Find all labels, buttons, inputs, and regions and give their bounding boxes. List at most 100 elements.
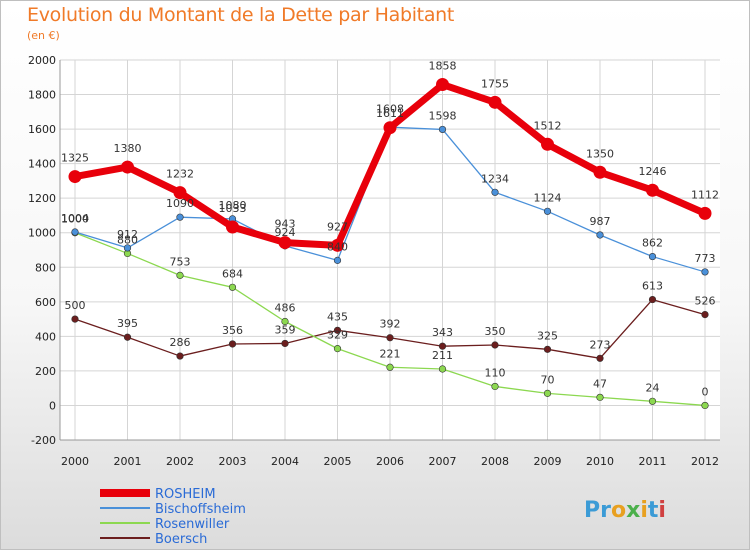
y-tick-label: 1200: [28, 192, 56, 205]
data-point: [71, 228, 79, 236]
data-point: [281, 339, 289, 348]
data-point: [648, 252, 657, 261]
data-label: 1004: [61, 212, 89, 225]
y-tick-label: 1600: [28, 123, 56, 136]
data-label: 880: [117, 233, 138, 246]
data-point: [226, 220, 239, 234]
chart-subtitle: (en €): [27, 29, 60, 42]
legend-label: Rosenwiller: [155, 517, 230, 532]
data-point: [331, 238, 344, 252]
data-point: [176, 352, 184, 360]
data-label: 325: [537, 329, 558, 342]
legend-label: Boersch: [155, 532, 207, 547]
data-point: [228, 340, 237, 348]
legend-label: ROSHEIM: [155, 487, 216, 502]
data-point: [543, 345, 552, 353]
x-tick-label: 2006: [376, 455, 404, 468]
data-label: 329: [327, 329, 348, 342]
data-label: 350: [485, 325, 506, 338]
x-tick-label: 2003: [219, 455, 247, 468]
data-label: 500: [65, 299, 86, 312]
data-labels: 500 395 286 356 359 435 392 343 350 325 273 613 526 1…: [61, 60, 719, 399]
y-tick-label: 400: [35, 330, 56, 343]
data-point: [386, 363, 394, 371]
data-point: [491, 382, 499, 391]
data-point: [701, 401, 709, 410]
data-label: 273: [590, 338, 611, 351]
chart-title: Evolution du Montant de la Dette par Hab…: [27, 4, 455, 26]
data-point: [71, 315, 79, 323]
data-label: 1380: [114, 142, 142, 155]
data-point: [646, 183, 659, 197]
data-label: 1080: [219, 199, 247, 212]
data-label: 753: [170, 255, 191, 268]
data-label: 1611: [376, 107, 404, 120]
data-label: 1000: [61, 213, 89, 226]
x-tick-label: 2001: [114, 455, 142, 468]
y-tick-label: 1800: [28, 89, 56, 102]
data-label: 1246: [639, 165, 667, 178]
y-tick-label: 200: [35, 365, 56, 378]
y-tick-label: 1000: [28, 227, 56, 240]
proxiti-logo-text: Proxiti: [584, 498, 666, 523]
data-point: [436, 78, 449, 92]
y-tick-label: 0: [49, 399, 56, 412]
data-point: [123, 244, 132, 252]
data-point: [176, 213, 184, 221]
data-label: 526: [695, 295, 716, 308]
data-label: 912: [117, 228, 138, 241]
x-tick-label: 2008: [481, 455, 509, 468]
data-point: [333, 345, 342, 353]
legend-label: Bischoffsheim: [155, 502, 246, 517]
data-label: 1325: [61, 152, 89, 165]
data-label: 47: [593, 377, 607, 390]
data-point: [386, 334, 394, 342]
data-label: 1232: [166, 168, 194, 181]
x-tick-label: 2010: [586, 455, 614, 468]
data-point: [491, 188, 499, 196]
data-point: [333, 256, 342, 264]
data-label: 943: [275, 218, 296, 231]
x-tick-label: 2004: [271, 455, 299, 468]
data-label: 359: [275, 323, 296, 336]
data-label: 1124: [534, 191, 562, 204]
x-tick-label: 2012: [691, 455, 719, 468]
data-label: 356: [222, 324, 243, 337]
data-point: [228, 283, 237, 291]
data-point: [648, 397, 657, 405]
x-tick-label: 2009: [534, 455, 562, 468]
data-point: [383, 121, 397, 135]
y-tick-label: 2000: [28, 54, 56, 67]
x-tick-label: 2002: [166, 455, 194, 468]
x-tick-label: 2011: [639, 455, 667, 468]
data-label: 684: [222, 267, 243, 280]
data-point: [488, 95, 502, 109]
data-label: 927: [327, 220, 348, 233]
data-label: 840: [327, 240, 348, 253]
x-tick-label: 2007: [429, 455, 457, 468]
data-label: 1755: [481, 77, 509, 90]
proxiti-logo: Proxiti: [584, 498, 666, 523]
data-point: [438, 365, 447, 373]
data-label: 924: [275, 226, 296, 239]
data-label: 1350: [586, 147, 614, 160]
data-label: 110: [485, 366, 506, 379]
data-label: 1512: [534, 119, 562, 132]
y-tick-label: 600: [35, 296, 56, 309]
data-point: [68, 170, 82, 184]
data-label: 435: [327, 310, 348, 323]
data-point: [648, 295, 657, 304]
data-point: [278, 236, 292, 250]
data-label: 1112: [691, 188, 719, 201]
data-label: 1033: [219, 202, 247, 215]
axes: -200 0 200 400 600 800 1000 1200 1400 1600 1800 200…: [28, 54, 720, 468]
data-point: [121, 160, 134, 174]
data-label: 862: [642, 237, 663, 250]
data-label: 486: [275, 302, 296, 315]
data-point: [333, 326, 342, 334]
data-label: 773: [695, 252, 716, 265]
data-point: [543, 207, 552, 215]
series-lines: [68, 78, 712, 410]
